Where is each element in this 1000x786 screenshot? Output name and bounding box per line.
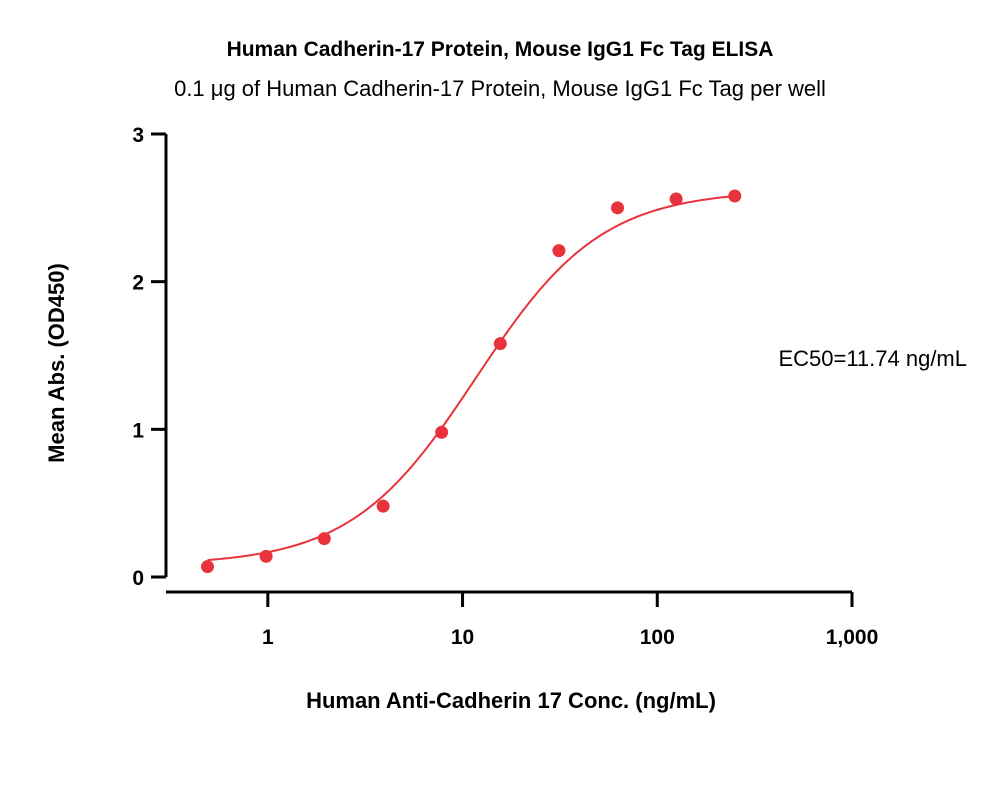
x-axis-title: Human Anti-Cadherin 17 Conc. (ng/mL)	[306, 688, 716, 713]
data-points-layer	[200, 189, 742, 574]
data-point	[611, 201, 625, 215]
y-tick-label: 1	[132, 419, 144, 442]
data-point	[435, 425, 449, 439]
fit-curve-layer	[207, 195, 735, 562]
data-point	[317, 532, 331, 546]
data-point	[728, 189, 742, 203]
chart-axes: 0 1 2 3 1 10 100 1,000	[132, 124, 878, 649]
fit-curve	[207, 195, 735, 562]
y-tick-label: 2	[132, 272, 144, 295]
x-tick-label: 1,000	[826, 626, 879, 649]
data-point	[493, 337, 507, 351]
data-point	[552, 244, 566, 258]
data-point	[376, 499, 390, 513]
y-tick-label: 3	[132, 124, 144, 147]
x-tick-label: 1	[262, 626, 274, 649]
x-tick-label: 10	[451, 626, 474, 649]
data-point	[200, 560, 214, 574]
y-tick-label: 0	[132, 567, 144, 590]
chart-subtitle: 0.1 μg of Human Cadherin-17 Protein, Mou…	[174, 76, 826, 101]
ec50-annotation: EC50=11.74 ng/mL	[778, 346, 967, 371]
chart-title: Human Cadherin-17 Protein, Mouse IgG1 Fc…	[226, 38, 774, 61]
x-tick-label: 100	[640, 626, 675, 649]
data-point	[259, 549, 273, 563]
y-axis-title: Mean Abs. (OD450)	[44, 263, 69, 463]
data-point	[669, 192, 683, 206]
